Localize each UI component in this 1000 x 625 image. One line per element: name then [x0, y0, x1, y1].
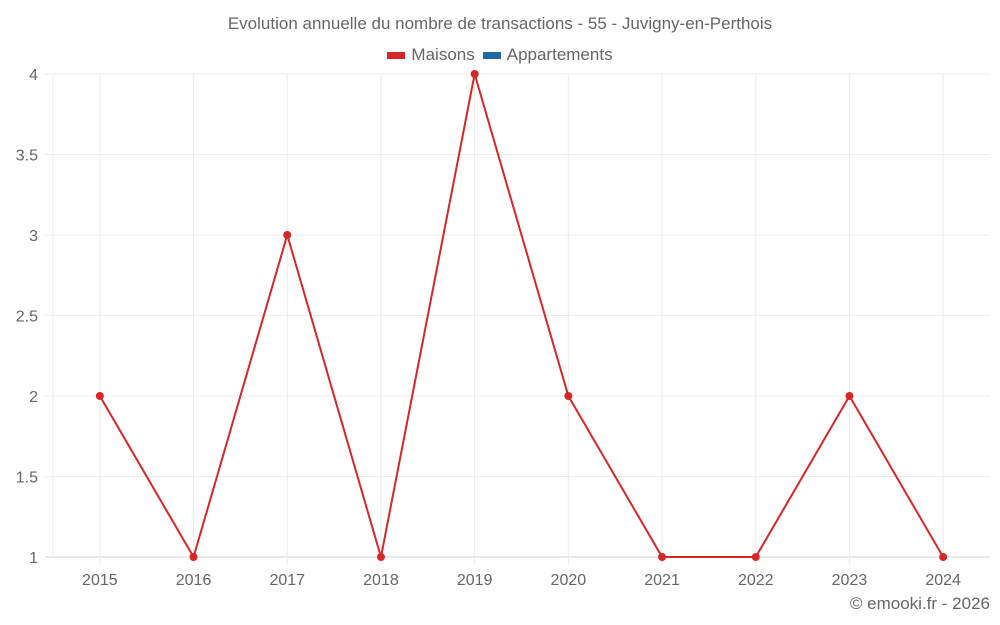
- legend-item-appartements[interactable]: Appartements: [482, 45, 613, 65]
- x-tick-label: 2021: [644, 572, 680, 589]
- x-axis: 2015 2016 2017 2018 2019 2020 2021 2022 2023 2024: [82, 572, 961, 589]
- copyright-credit: © emooki.fr - 2026: [849, 594, 990, 613]
- y-axis: 1 1.5 2 2.5 3 3.5 4: [16, 67, 38, 567]
- legend-item-maisons[interactable]: Maisons: [387, 45, 475, 65]
- data-point[interactable]: [283, 231, 292, 239]
- x-tick-label: 2022: [738, 572, 774, 589]
- y-tick-label: 3: [29, 228, 38, 245]
- x-tick-label: 2017: [269, 572, 305, 589]
- grid: [45, 73, 990, 565]
- series-maisons: [95, 70, 948, 561]
- y-tick-label: 3.5: [16, 148, 38, 165]
- x-tick-label: 2019: [457, 572, 493, 589]
- legend-swatch-maisons: [387, 51, 406, 59]
- y-tick-label: 4: [29, 67, 38, 84]
- data-point[interactable]: [95, 392, 104, 400]
- legend-swatch-appartements: [482, 51, 501, 59]
- chart-title: Evolution annuelle du nombre de transact…: [227, 14, 773, 33]
- data-point[interactable]: [189, 553, 198, 561]
- x-tick-label: 2015: [82, 572, 118, 589]
- data-point[interactable]: [658, 553, 667, 561]
- data-point[interactable]: [470, 70, 479, 78]
- x-tick-label: 2024: [925, 572, 961, 589]
- x-tick-label: 2023: [832, 572, 868, 589]
- data-point[interactable]: [939, 553, 948, 561]
- y-tick-label: 1.5: [16, 470, 38, 487]
- data-point[interactable]: [564, 392, 573, 400]
- y-tick-label: 2: [29, 389, 38, 406]
- y-tick-label: 2.5: [16, 309, 38, 326]
- legend-label-maisons: Maisons: [411, 45, 475, 64]
- legend: Maisons Appartements: [0, 45, 1000, 65]
- legend-label-appartements: Appartements: [506, 45, 613, 64]
- x-tick-label: 2016: [176, 572, 212, 589]
- data-point[interactable]: [751, 553, 760, 561]
- data-point[interactable]: [845, 392, 854, 400]
- data-point[interactable]: [376, 553, 385, 561]
- y-tick-label: 1: [29, 550, 38, 567]
- x-tick-label: 2020: [551, 572, 587, 589]
- x-tick-label: 2018: [363, 572, 399, 589]
